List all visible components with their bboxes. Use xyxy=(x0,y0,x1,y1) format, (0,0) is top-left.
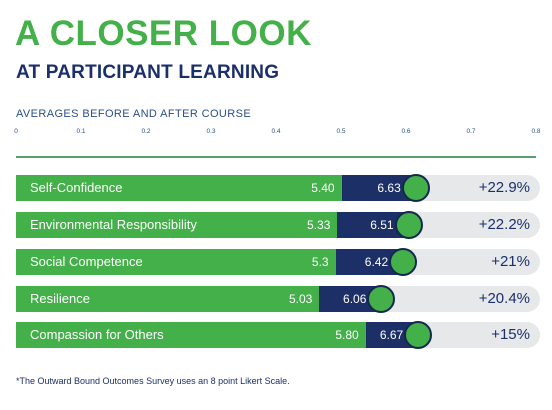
chart-row: Compassion for Others 5.80 6.67 +15% xyxy=(16,321,540,349)
axis-tick-label: 0.1 xyxy=(76,128,86,135)
axis-tick-label: 0.3 xyxy=(206,128,216,135)
chart-title: AVERAGES BEFORE AND AFTER COURSE xyxy=(16,108,252,120)
percent-change-label: +22.9% xyxy=(478,179,530,196)
axis-tick-label: 0 xyxy=(14,128,18,135)
after-value-marker xyxy=(404,321,433,349)
after-value-label: 6.06 xyxy=(343,292,367,306)
category-label: Social Competence xyxy=(30,254,143,269)
before-value-label: 5.33 xyxy=(307,218,331,232)
before-course-bar xyxy=(16,249,336,275)
percent-change-label: +20.4% xyxy=(478,290,530,307)
category-label: Compassion for Others xyxy=(30,327,164,342)
footnote: *The Outward Bound Outcomes Survey uses … xyxy=(16,376,290,386)
before-course-bar xyxy=(16,175,342,201)
axis-tick-label: 0.5 xyxy=(336,128,346,135)
category-label: Self-Confidence xyxy=(30,180,123,195)
axis-tick-label: 0.6 xyxy=(401,128,411,135)
after-value-label: 6.42 xyxy=(364,255,389,269)
before-course-bar xyxy=(16,212,338,238)
axis-tick-label: 0.8 xyxy=(531,128,541,135)
before-value-label: 5.3 xyxy=(311,255,329,269)
percent-change-label: +21% xyxy=(491,253,530,270)
category-label: Environmental Responsibility xyxy=(30,217,197,232)
before-course-bar xyxy=(16,286,320,312)
chart-row: Resilience 5.03 6.06 +20.4% xyxy=(16,285,540,313)
after-value-label: 6.67 xyxy=(379,328,404,342)
category-label: Resilience xyxy=(30,291,90,306)
after-value-marker xyxy=(367,285,396,313)
axis-tick-label: 0.7 xyxy=(466,128,476,135)
percent-change-label: +15% xyxy=(491,326,530,343)
chart-row: Self-Confidence 5.40 6.63 +22.9% xyxy=(16,174,540,202)
axis-tick-label: 0.4 xyxy=(271,128,281,135)
page-title: A CLOSER LOOK xyxy=(15,14,312,53)
after-value-marker xyxy=(401,174,430,202)
chart-row: Social Competence 5.3 6.42 +21% xyxy=(16,248,540,276)
before-value-label: 5.40 xyxy=(311,181,335,195)
chart-row: Environmental Responsibility 5.33 6.51 +22.… xyxy=(16,211,540,239)
before-value-label: 5.03 xyxy=(288,292,313,306)
before-course-bar xyxy=(16,322,366,348)
after-value-label: 6.63 xyxy=(377,181,401,195)
after-value-marker xyxy=(389,248,418,276)
before-value-label: 5.80 xyxy=(335,328,359,342)
after-value-label: 6.51 xyxy=(370,218,394,232)
after-value-marker xyxy=(394,211,423,239)
axis-tick-label: 0.2 xyxy=(141,128,151,135)
axis-line xyxy=(16,156,536,158)
percent-change-label: +22.2% xyxy=(478,216,530,233)
page-subtitle: AT PARTICIPANT LEARNING xyxy=(16,62,280,83)
